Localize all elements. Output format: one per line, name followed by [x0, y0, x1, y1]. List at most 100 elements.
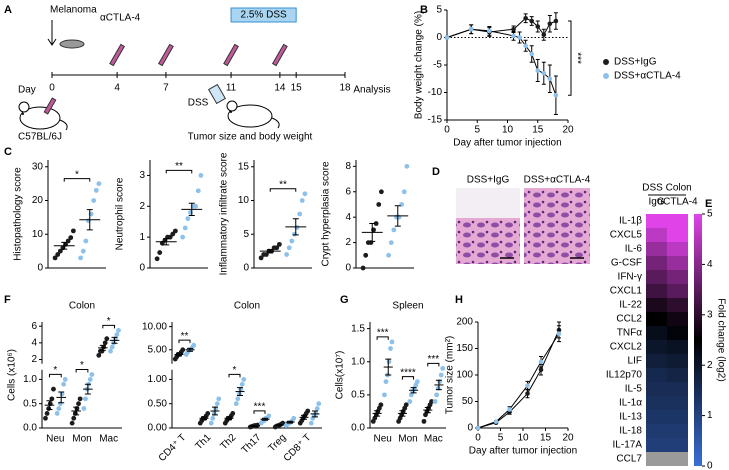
data-point [81, 406, 87, 411]
data-point [193, 203, 199, 209]
y-tick-label: 2 [31, 354, 37, 365]
error-bar [262, 417, 268, 421]
heatmap-cell [646, 312, 667, 326]
data-point [51, 386, 56, 392]
measure-label: Tumor size and body weight [188, 132, 313, 143]
data-point [57, 248, 63, 254]
data-point [157, 250, 163, 255]
y-tick-label: 100 [456, 370, 473, 381]
heatmap-cell [646, 438, 667, 452]
dish [59, 39, 85, 49]
data-point [553, 18, 559, 24]
melanoma-label: Melanoma [50, 5, 97, 16]
data-point [210, 415, 216, 421]
arrow [47, 20, 57, 46]
data-point [386, 252, 392, 258]
y-axis-label: Cells (x10⁶) [7, 349, 18, 401]
data-point [96, 181, 102, 187]
x-tick-label: 0 [475, 433, 481, 444]
row-label: IL-1β [619, 216, 642, 227]
data-point [216, 396, 222, 402]
row-label: TNFα [617, 328, 642, 339]
data-point [378, 402, 384, 408]
row-label: IL-18 [619, 426, 642, 437]
heatmap-cell [667, 270, 688, 284]
error-bar [374, 410, 381, 417]
data-point [93, 187, 99, 193]
x-tick-label: 5 [474, 125, 480, 136]
day-label: 15 [291, 83, 303, 94]
x-tick-label: CD8⁺ T [282, 432, 314, 464]
error-bar [410, 387, 417, 394]
significance-label: * [233, 365, 237, 376]
image-title: DSS+αCTLA-4 [524, 175, 591, 186]
heatmap-cell [667, 284, 688, 298]
data-point [46, 406, 52, 411]
data-point [71, 415, 77, 421]
y-axis-label: Neutrophil score [115, 177, 126, 250]
x-tick-label: Mac [424, 434, 443, 445]
error-bar [99, 344, 106, 351]
chart-title: Colon [234, 301, 260, 312]
error-bar [187, 347, 193, 352]
error-bar [58, 391, 65, 404]
data-point [70, 228, 76, 234]
heatmap-cell [667, 354, 688, 368]
error-bar [292, 218, 299, 236]
data-point [386, 359, 392, 365]
heatmap-cell [667, 256, 688, 270]
data-point [511, 33, 516, 39]
data-point [54, 411, 60, 416]
colorbar-label: Fold change (log2) [715, 298, 726, 381]
significance-bracket [48, 373, 62, 378]
day-label: Day [18, 85, 36, 96]
heatmap-cell [667, 298, 688, 312]
error-bar [267, 248, 274, 254]
data-point [388, 346, 393, 351]
legend-label: DSS+αCTLA-4 [614, 71, 681, 82]
legend-label: DSS+IgG [614, 57, 657, 68]
syringe [158, 43, 174, 67]
significance-bracket [376, 336, 389, 340]
data-point [89, 372, 95, 377]
data-point [284, 252, 290, 257]
heatmap-cell [667, 340, 688, 354]
data-point [214, 401, 220, 407]
data-point [541, 32, 547, 38]
data-point [391, 227, 397, 233]
data-point [529, 51, 534, 57]
significance-label: ** [279, 179, 287, 190]
error-bar [86, 209, 93, 231]
column-label: αCTLA-4 [657, 197, 698, 208]
mouse-strain: C57BL/6J [18, 132, 62, 143]
y-tick-label: 15 [238, 161, 250, 172]
data-point [407, 399, 413, 404]
y-tick-label: 0 [139, 263, 145, 274]
data-point [266, 413, 272, 419]
mouse-dss [207, 83, 280, 129]
data-point [276, 241, 282, 247]
row-label: CCL2 [616, 314, 642, 325]
chart-title: Spleen [392, 301, 423, 312]
heatmap-cell [667, 368, 688, 382]
data-point [230, 411, 236, 416]
data-point [553, 92, 559, 98]
data-point [363, 252, 369, 258]
significance-bracket [427, 362, 440, 367]
x-tick-label: 10 [517, 433, 529, 444]
data-point [429, 399, 434, 404]
y-tick-label: -5 [433, 60, 442, 71]
data-point [547, 21, 553, 27]
data-point [58, 401, 63, 407]
data-point [241, 377, 247, 382]
data-point [389, 339, 395, 345]
heatmap-cell [646, 452, 667, 466]
row-label: IL-22 [619, 300, 642, 311]
row-label: IL-1α [619, 398, 642, 409]
dss-window: 2.5% DSS [230, 7, 297, 23]
data-point [182, 225, 188, 231]
significance-bracket [568, 20, 572, 96]
series-line [477, 333, 560, 429]
error-bar [251, 425, 257, 428]
